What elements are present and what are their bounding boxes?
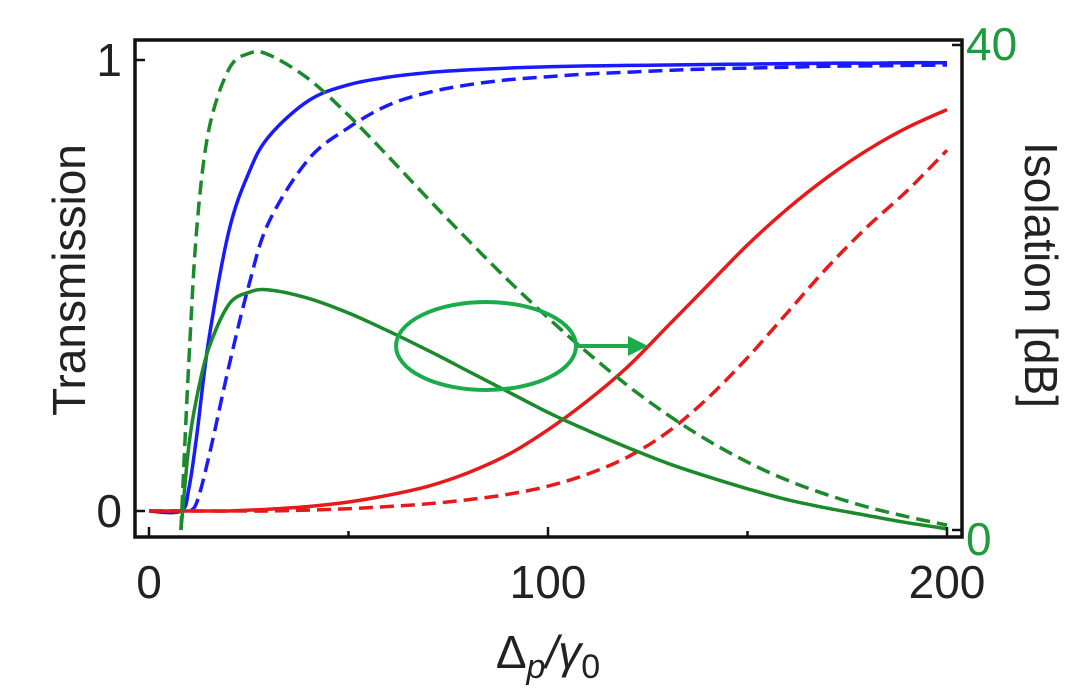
y-tick-left-label-1: 1 xyxy=(96,34,122,86)
x-axis-title: Δp/γ0 xyxy=(496,626,600,686)
annotation-arrow-head xyxy=(628,336,648,356)
series-line-2 xyxy=(149,108,948,513)
y-tick-right-label-0: 0 xyxy=(966,513,992,565)
series-line-4 xyxy=(179,287,948,531)
x-tick-label-200: 200 xyxy=(909,556,986,608)
y-axis-right-title: Isolation [dB] xyxy=(1015,142,1067,408)
y-axis-left-title: Transmission xyxy=(43,144,95,416)
y-tick-right-label-40: 40 xyxy=(966,18,1017,70)
x-tick-label-0: 0 xyxy=(136,556,162,608)
ticks xyxy=(135,43,962,537)
x-axis-title-sub-0: 0 xyxy=(581,648,600,686)
series-line-0 xyxy=(148,60,948,515)
series-layer xyxy=(148,49,949,531)
x-axis-title-sub-p: p xyxy=(526,648,546,686)
series-line-1 xyxy=(149,63,948,514)
y-tick-left-label-0: 0 xyxy=(96,485,122,537)
x-axis-title-delta: Δ xyxy=(496,626,527,678)
series-line-5 xyxy=(179,49,948,531)
series-line-3 xyxy=(149,148,949,513)
x-tick-label-100: 100 xyxy=(510,556,587,608)
x-axis-title-gamma: /γ xyxy=(542,626,584,678)
